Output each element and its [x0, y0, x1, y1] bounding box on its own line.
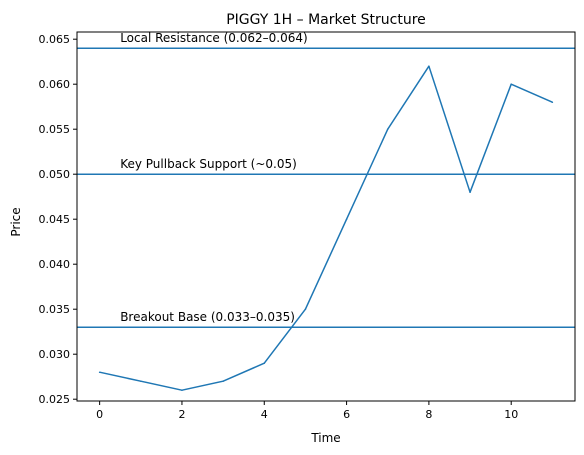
y-tick-label: 0.030: [39, 348, 71, 361]
y-tick-label: 0.035: [39, 303, 71, 316]
x-tick-label: 10: [504, 408, 518, 421]
x-tick-label: 8: [425, 408, 432, 421]
y-axis-label: Price: [9, 207, 23, 236]
chart-title: PIGGY 1H – Market Structure: [226, 12, 426, 28]
price-point: [551, 101, 554, 103]
price-point: [428, 65, 430, 67]
price-point: [345, 218, 348, 220]
y-tick-label: 0.025: [39, 393, 71, 406]
price-point: [386, 128, 389, 130]
x-tick-label: 0: [96, 408, 103, 421]
price-point: [469, 191, 471, 193]
plot-area: 0 2 4 6 8 10 0.025 0.030 0.035 0.040 0.045 0.050 0.0…: [39, 31, 575, 421]
x-tick-label: 6: [343, 408, 350, 421]
x-axis-label: Time: [310, 431, 340, 445]
y-tick-label: 0.060: [39, 78, 71, 91]
y-tick-label: 0.045: [39, 213, 71, 226]
y-tick-label: 0.040: [39, 258, 71, 271]
horizontal-level-label: Local Resistance (0.062–0.064): [120, 31, 307, 45]
plot-frame: [76, 31, 576, 402]
y-tick-label: 0.065: [39, 33, 71, 46]
y-tick-label: 0.055: [39, 123, 71, 136]
x-tick-label: 4: [261, 408, 268, 421]
x-tick-label: 2: [178, 408, 185, 421]
price-point: [140, 380, 142, 382]
horizontal-level-label: Key Pullback Support (~0.05): [120, 157, 297, 171]
price-point: [222, 380, 224, 382]
price-point: [304, 308, 307, 310]
price-point: [98, 371, 101, 373]
price-point: [181, 389, 183, 391]
price-point: [510, 83, 512, 85]
y-tick-label: 0.050: [39, 168, 71, 181]
price-line: [99, 65, 553, 391]
horizontal-level-label: Breakout Base (0.033–0.035): [120, 310, 295, 324]
price-point: [263, 362, 266, 364]
